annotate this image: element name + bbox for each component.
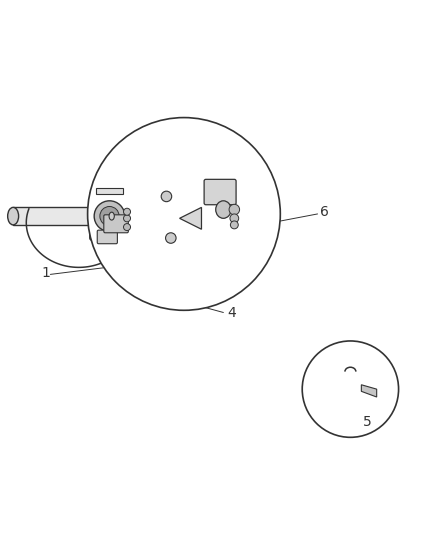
- Polygon shape: [361, 385, 377, 397]
- Polygon shape: [180, 207, 201, 229]
- Circle shape: [229, 204, 240, 215]
- Polygon shape: [96, 188, 123, 194]
- Ellipse shape: [7, 207, 18, 225]
- Ellipse shape: [215, 201, 231, 219]
- Circle shape: [166, 233, 176, 243]
- Circle shape: [124, 215, 131, 222]
- Text: 1: 1: [42, 266, 50, 280]
- Text: 5: 5: [363, 415, 371, 430]
- Circle shape: [94, 201, 125, 231]
- FancyBboxPatch shape: [90, 192, 134, 240]
- Circle shape: [230, 214, 239, 223]
- Text: 6: 6: [320, 205, 328, 219]
- Circle shape: [161, 191, 172, 201]
- Circle shape: [88, 118, 280, 310]
- Circle shape: [124, 223, 131, 231]
- FancyBboxPatch shape: [204, 179, 236, 205]
- FancyBboxPatch shape: [104, 215, 128, 233]
- Circle shape: [100, 206, 119, 226]
- Polygon shape: [13, 207, 92, 225]
- Ellipse shape: [109, 212, 114, 220]
- Circle shape: [230, 221, 238, 229]
- Circle shape: [124, 208, 131, 215]
- Circle shape: [302, 341, 399, 437]
- Text: 4: 4: [228, 306, 237, 320]
- FancyBboxPatch shape: [97, 230, 117, 244]
